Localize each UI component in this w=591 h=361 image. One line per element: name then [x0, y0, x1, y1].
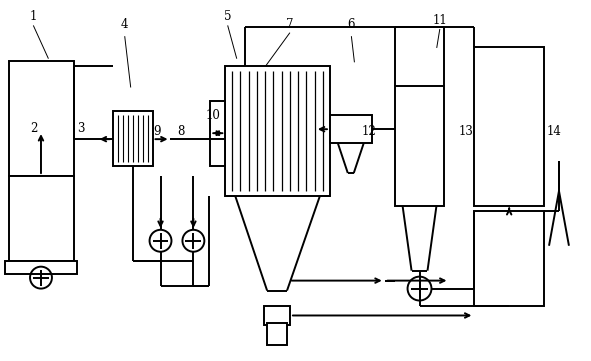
- Bar: [9, 176, 74, 261]
- Text: 5: 5: [224, 10, 232, 23]
- Bar: [225, 66, 330, 196]
- Text: 12: 12: [362, 126, 376, 139]
- Bar: [267, 323, 287, 345]
- Text: 4: 4: [121, 18, 128, 31]
- Text: 6: 6: [348, 18, 355, 31]
- Text: 8: 8: [177, 126, 184, 139]
- Text: 10: 10: [206, 109, 220, 122]
- Text: 3: 3: [77, 122, 85, 135]
- Text: 2: 2: [30, 122, 37, 135]
- Bar: [475, 47, 544, 206]
- Text: 1: 1: [30, 10, 37, 23]
- Bar: [5, 261, 77, 274]
- Text: 7: 7: [286, 18, 293, 31]
- Text: 14: 14: [547, 126, 562, 139]
- Bar: [210, 101, 225, 166]
- Bar: [9, 61, 74, 176]
- Text: 11: 11: [433, 14, 447, 27]
- Bar: [330, 115, 372, 143]
- Bar: [113, 111, 152, 166]
- Bar: [395, 86, 444, 206]
- Bar: [264, 305, 290, 325]
- Text: 13: 13: [459, 126, 473, 139]
- Text: 9: 9: [154, 126, 161, 139]
- Bar: [475, 211, 544, 305]
